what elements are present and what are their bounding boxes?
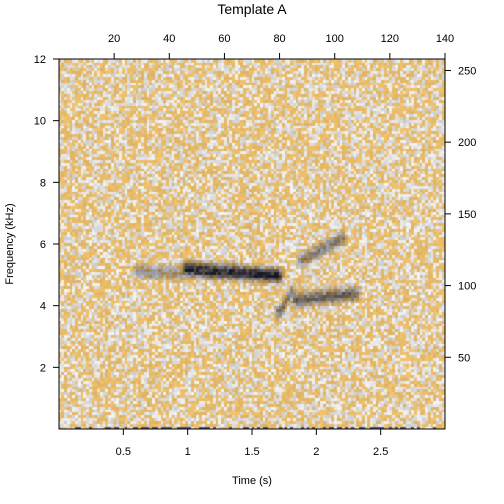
y-tick-label: 2 — [40, 362, 46, 374]
x-tick-label: 1 — [185, 446, 191, 458]
x-tick-label: 0.5 — [116, 446, 131, 458]
top-tick-label: 60 — [218, 33, 230, 45]
right-tick-label: 150 — [458, 209, 476, 221]
y-tick-label: 4 — [40, 301, 46, 313]
right-tick-label: 200 — [458, 137, 476, 149]
top-tick-label: 120 — [381, 33, 399, 45]
y-axis-label: Frequency (kHz) — [4, 203, 16, 284]
x-tick-label: 2.5 — [373, 446, 388, 458]
chart-title: Template A — [217, 1, 287, 17]
x-axis-label: Time (s) — [232, 475, 272, 487]
y-tick-label: 6 — [40, 239, 46, 251]
spectrogram-image — [59, 59, 445, 429]
right-tick-label: 250 — [458, 65, 476, 77]
axes: 0.5 1 1.5 2 2.5 2 4 6 8 10 12 20 40 60 80 100 120 140 50 10… — [34, 33, 477, 458]
y-tick-label: 8 — [40, 177, 46, 189]
y-tick-label: 10 — [34, 116, 46, 128]
top-tick-label: 100 — [326, 33, 344, 45]
x-tick-label: 1.5 — [244, 446, 259, 458]
spectrogram-cells — [59, 59, 445, 429]
right-tick-label: 50 — [458, 352, 470, 364]
y-tick-label: 12 — [34, 54, 46, 66]
right-tick-label: 100 — [458, 281, 476, 293]
top-tick-label: 80 — [273, 33, 285, 45]
top-tick-label: 140 — [436, 33, 454, 45]
top-tick-label: 20 — [108, 33, 120, 45]
top-tick-label: 40 — [163, 33, 175, 45]
x-tick-label: 2 — [313, 446, 319, 458]
